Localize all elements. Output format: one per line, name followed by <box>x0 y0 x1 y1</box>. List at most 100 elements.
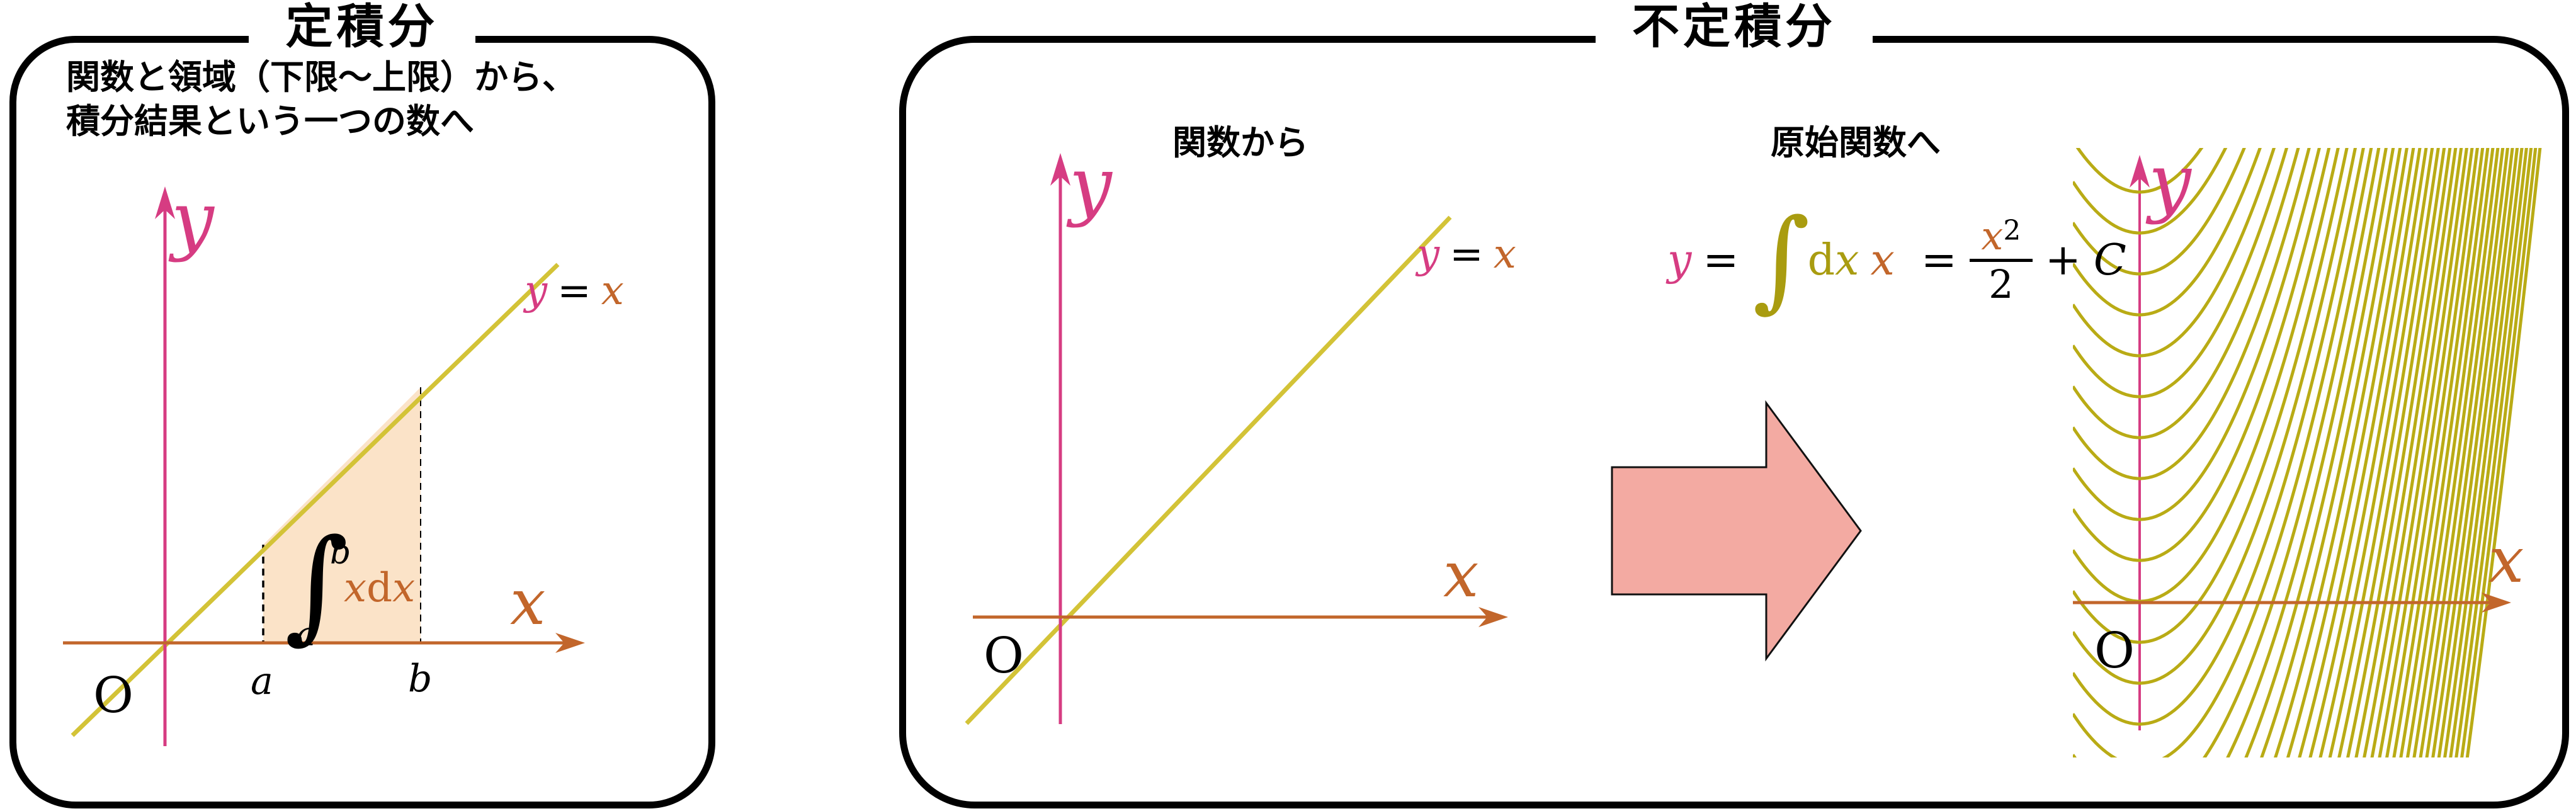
indefinite-integral-title: 不定積分 <box>1596 1 1873 52</box>
antiderivative-curve <box>2073 148 2358 685</box>
y-equals-x-line <box>71 263 560 737</box>
from-function-label: 関数から <box>1172 124 1308 162</box>
equals-sign: = <box>1450 231 1484 278</box>
antiderivative-curve <box>2419 148 2505 757</box>
antiderivative-curve <box>2244 148 2395 757</box>
antiderivative-curve <box>2412 148 2500 757</box>
differential-x: x <box>392 565 416 611</box>
equation-y: y <box>525 268 548 314</box>
y-axis-arrowhead <box>2130 155 2150 188</box>
x-axis-label: x <box>1443 538 1479 611</box>
numerator-x: x <box>1981 212 2004 259</box>
fraction-x-squared-over-2: x 2 2 <box>1969 212 2033 307</box>
antiderivative-curve <box>2073 148 2276 358</box>
equals-sign: = <box>1703 235 1739 285</box>
antiderivative-curve <box>2298 148 2422 757</box>
indefinite-integral-panel <box>899 36 2569 808</box>
integral-lower-limit: a <box>296 616 316 654</box>
antiderivative-curve <box>2073 148 2228 235</box>
source-function-graph <box>965 153 1508 725</box>
x-axis-label: x <box>510 565 546 639</box>
big-transform-arrow <box>1611 400 1862 662</box>
antiderivative-curve <box>2443 148 2524 757</box>
antiderivative-curve <box>2073 148 2300 440</box>
integral-sign: ∫ <box>1752 196 1810 324</box>
antiderivative-curve <box>2385 148 2479 757</box>
equals-sign: = <box>1921 235 1957 285</box>
y-axis-label: y <box>1069 142 1112 229</box>
definite-integral-title: 定積分 <box>249 1 475 52</box>
antiderivative-curve <box>2392 148 2485 757</box>
antiderivative-curve <box>2073 148 2311 480</box>
y-axis-arrowhead <box>1050 153 1070 186</box>
differential-d: d <box>366 565 393 611</box>
antiderivative-curve <box>2226 148 2388 757</box>
antiderivative-curve <box>2286 148 2415 757</box>
y-equals-x-line <box>965 215 1452 725</box>
integral-upper-limit: b <box>330 534 351 572</box>
y-axis-label: y <box>171 176 214 264</box>
origin-label: O <box>984 628 1024 684</box>
antiderivative-curve <box>2465 148 2542 757</box>
x-axis-arrowhead <box>555 633 585 653</box>
to-antiderivative-label: 原始関数へ <box>1771 124 1941 162</box>
upper-bound-label: b <box>408 657 433 701</box>
antiderivative-curve <box>2274 148 2409 757</box>
antiderivative-curve <box>2073 148 2321 521</box>
definite-integral-description: 関数と領域（下限〜上限）から、 積分結果という一つの数へ <box>66 55 576 144</box>
equation-x: x <box>1493 231 1516 278</box>
antiderivative-curve <box>2460 148 2538 757</box>
description-line-2: 積分結果という一つの数へ <box>66 103 474 140</box>
origin-label: O <box>2094 623 2135 679</box>
line-equation-label: y = x <box>525 271 624 311</box>
integrand-x: x <box>1870 235 1895 285</box>
y-axis-label: y <box>2148 139 2191 226</box>
antiderivative-curve <box>2075 148 2204 194</box>
antiderivative-curve <box>2308 148 2428 757</box>
antiderivative-curve <box>2437 148 2519 757</box>
antiderivative-formula: y = ∫ d x x = x 2 2 + C <box>1667 200 2126 320</box>
x-axis-label: x <box>2488 523 2524 597</box>
antiderivative-family-graph <box>2073 148 2542 757</box>
antiderivative-curve <box>2399 148 2490 757</box>
definite-integral-graph <box>63 186 585 746</box>
formula-y: y <box>1667 235 1692 285</box>
fraction-bar <box>1969 258 2033 262</box>
antiderivative-curve <box>2449 148 2528 757</box>
antiderivative-curve <box>2073 148 2373 757</box>
equation-y: y <box>1417 231 1440 278</box>
differential-d: d <box>1807 235 1836 285</box>
antiderivative-curve <box>2073 148 2262 317</box>
denominator: 2 <box>1989 261 2014 307</box>
x-axis-arrowhead <box>2482 593 2511 613</box>
integral-sign: ∫ <box>285 513 349 655</box>
numerator-exponent: 2 <box>2003 214 2021 247</box>
antiderivative-curve <box>2073 148 2289 399</box>
antiderivative-curve <box>2073 148 2349 644</box>
antiderivative-curve <box>2073 148 2331 562</box>
antiderivative-curve <box>2405 148 2495 757</box>
x-axis-arrowhead <box>1478 607 1508 627</box>
integrand-x: x <box>344 565 367 611</box>
antiderivative-curve <box>2425 148 2509 757</box>
differential-x: x <box>1835 235 1859 285</box>
antiderivative-curve <box>2378 148 2474 757</box>
plus-sign: + <box>2045 235 2081 285</box>
antiderivative-curve <box>2454 148 2533 757</box>
equals-sign: = <box>557 268 591 314</box>
integrand-xdx: xdx <box>344 568 415 608</box>
line-equation-label: y = x <box>1417 234 1516 275</box>
antiderivative-curve <box>2073 148 2381 757</box>
antiderivative-curve <box>2431 148 2514 757</box>
origin-label: O <box>93 667 133 724</box>
shaded-area-region <box>263 387 421 643</box>
antiderivative-curve <box>2073 148 2365 726</box>
antiderivative-curve <box>2260 148 2402 757</box>
parabola-family-curves <box>2073 148 2542 757</box>
equation-x: x <box>601 268 624 314</box>
lower-bound-label: a <box>251 659 273 703</box>
constant-C: C <box>2093 235 2126 285</box>
antiderivative-curve <box>2073 148 2340 603</box>
description-line-1: 関数と領域（下限〜上限）から、 <box>66 59 576 96</box>
